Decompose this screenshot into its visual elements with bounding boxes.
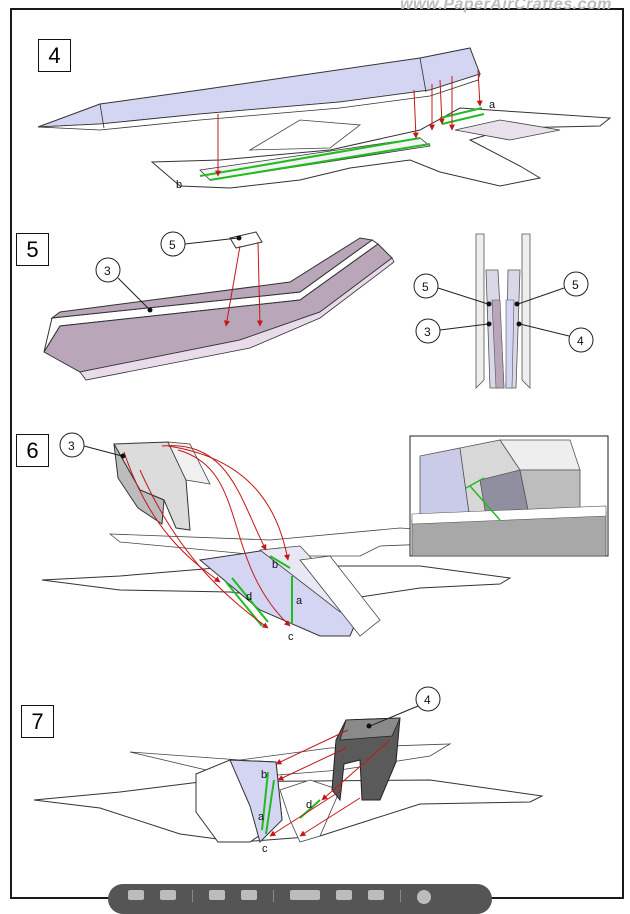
site-watermark: www.PaperAirCraftes.com: [400, 0, 612, 13]
callout-number: 3: [424, 325, 431, 339]
toolbar-divider: [400, 890, 401, 902]
toolbar-divider: [273, 890, 274, 902]
step-6-base: [41, 527, 512, 637]
step-6-number: 6: [16, 434, 49, 467]
callout-number: 3: [104, 264, 111, 278]
step-6-label-a: a: [296, 595, 303, 607]
step-5-callout-4-side: 4: [516, 321, 594, 353]
step-5-callout-5-right: 5: [514, 271, 589, 307]
step-7-callout-4: 4: [366, 686, 441, 729]
step-4-label-a: a: [489, 99, 496, 111]
callout-number: 5: [572, 278, 579, 292]
home-icon[interactable]: [209, 890, 225, 900]
step-7-number: 7: [21, 705, 54, 738]
step-5-number: 5: [16, 233, 49, 266]
step-4-base-part: [150, 107, 612, 189]
step-6-callout-3: 3: [59, 432, 126, 459]
step-6-arrows: [123, 445, 291, 629]
zoom-out-icon[interactable]: [336, 890, 352, 900]
step-7-label-a: a: [258, 811, 265, 823]
callout-number: 5: [422, 280, 429, 294]
step-6-part-3: [113, 441, 211, 531]
step-5-part-3: [43, 237, 395, 381]
step-6-label-c: c: [288, 631, 294, 643]
step-5-callout-5-left: 5: [413, 273, 492, 307]
step-5-small-part-5: [229, 231, 263, 249]
step-4-guides: [199, 107, 485, 181]
step-6-label-d: d: [246, 591, 252, 603]
callout-number: 4: [424, 693, 431, 707]
step-6-label-b: b: [272, 559, 278, 571]
first-page-icon[interactable]: [128, 890, 144, 900]
step-4-number: 4: [38, 39, 71, 72]
callout-number: 3: [68, 439, 75, 453]
step-5-arrows: [223, 241, 263, 327]
toolbar-divider: [192, 890, 193, 902]
fit-page-icon[interactable]: [290, 890, 320, 900]
step-7-label-c: c: [262, 843, 268, 855]
viewer-toolbar: [108, 884, 492, 914]
search-icon[interactable]: [417, 890, 431, 904]
step-7-arrows: [269, 729, 391, 837]
step-7-label-d: d: [306, 799, 312, 811]
step-4-top-part: [37, 47, 481, 131]
step-5-callout-5-top: 5: [160, 231, 242, 257]
step-4-label-b: b: [176, 179, 182, 191]
step-4-arrows: [215, 69, 483, 177]
step-6-inset-detail: [409, 435, 609, 557]
previous-page-icon[interactable]: [160, 890, 176, 900]
callout-number: 5: [169, 238, 176, 252]
step-5-callout-3-side: 3: [415, 318, 492, 344]
step-7-part-4: [331, 717, 401, 802]
zoom-in-icon[interactable]: [368, 890, 384, 900]
step-7-label-b: b: [261, 769, 267, 781]
step-5-callout-3: 3: [95, 257, 153, 313]
step-5-side-view: [475, 233, 531, 389]
callout-number: 4: [577, 334, 584, 348]
next-page-icon[interactable]: [241, 890, 257, 900]
